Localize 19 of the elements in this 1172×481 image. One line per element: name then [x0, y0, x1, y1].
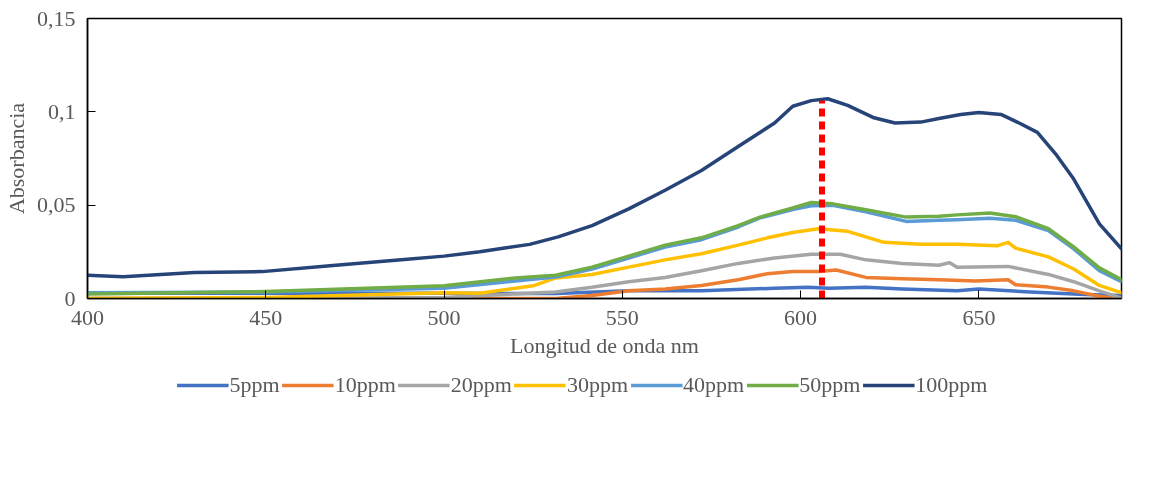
x-tick-label: 450 [249, 304, 283, 330]
x-tick-label: 600 [784, 304, 818, 330]
x-tick-label: 500 [427, 304, 461, 330]
legend-label: 50ppm [799, 372, 861, 398]
y-tick-label: 0,05 [37, 192, 76, 218]
legend-label: 10ppm [334, 372, 396, 398]
x-tick-label: 550 [605, 304, 639, 330]
x-tick-label: 650 [962, 304, 996, 330]
legend-label: 20ppm [450, 372, 512, 398]
legend-label: 5ppm [229, 372, 280, 398]
x-axis-title: Longitud de onda nm [510, 332, 699, 358]
y-tick-label: 0,15 [37, 5, 76, 31]
legend-label: 100ppm [915, 372, 988, 398]
y-axis-title: Absorbancia [4, 102, 29, 215]
legend-label: 40ppm [683, 372, 745, 398]
line-series [87, 97, 1122, 279]
legend-label: 30ppm [566, 372, 629, 398]
y-tick-label: 0,1 [48, 98, 76, 124]
y-tick-label: 0 [64, 285, 76, 311]
